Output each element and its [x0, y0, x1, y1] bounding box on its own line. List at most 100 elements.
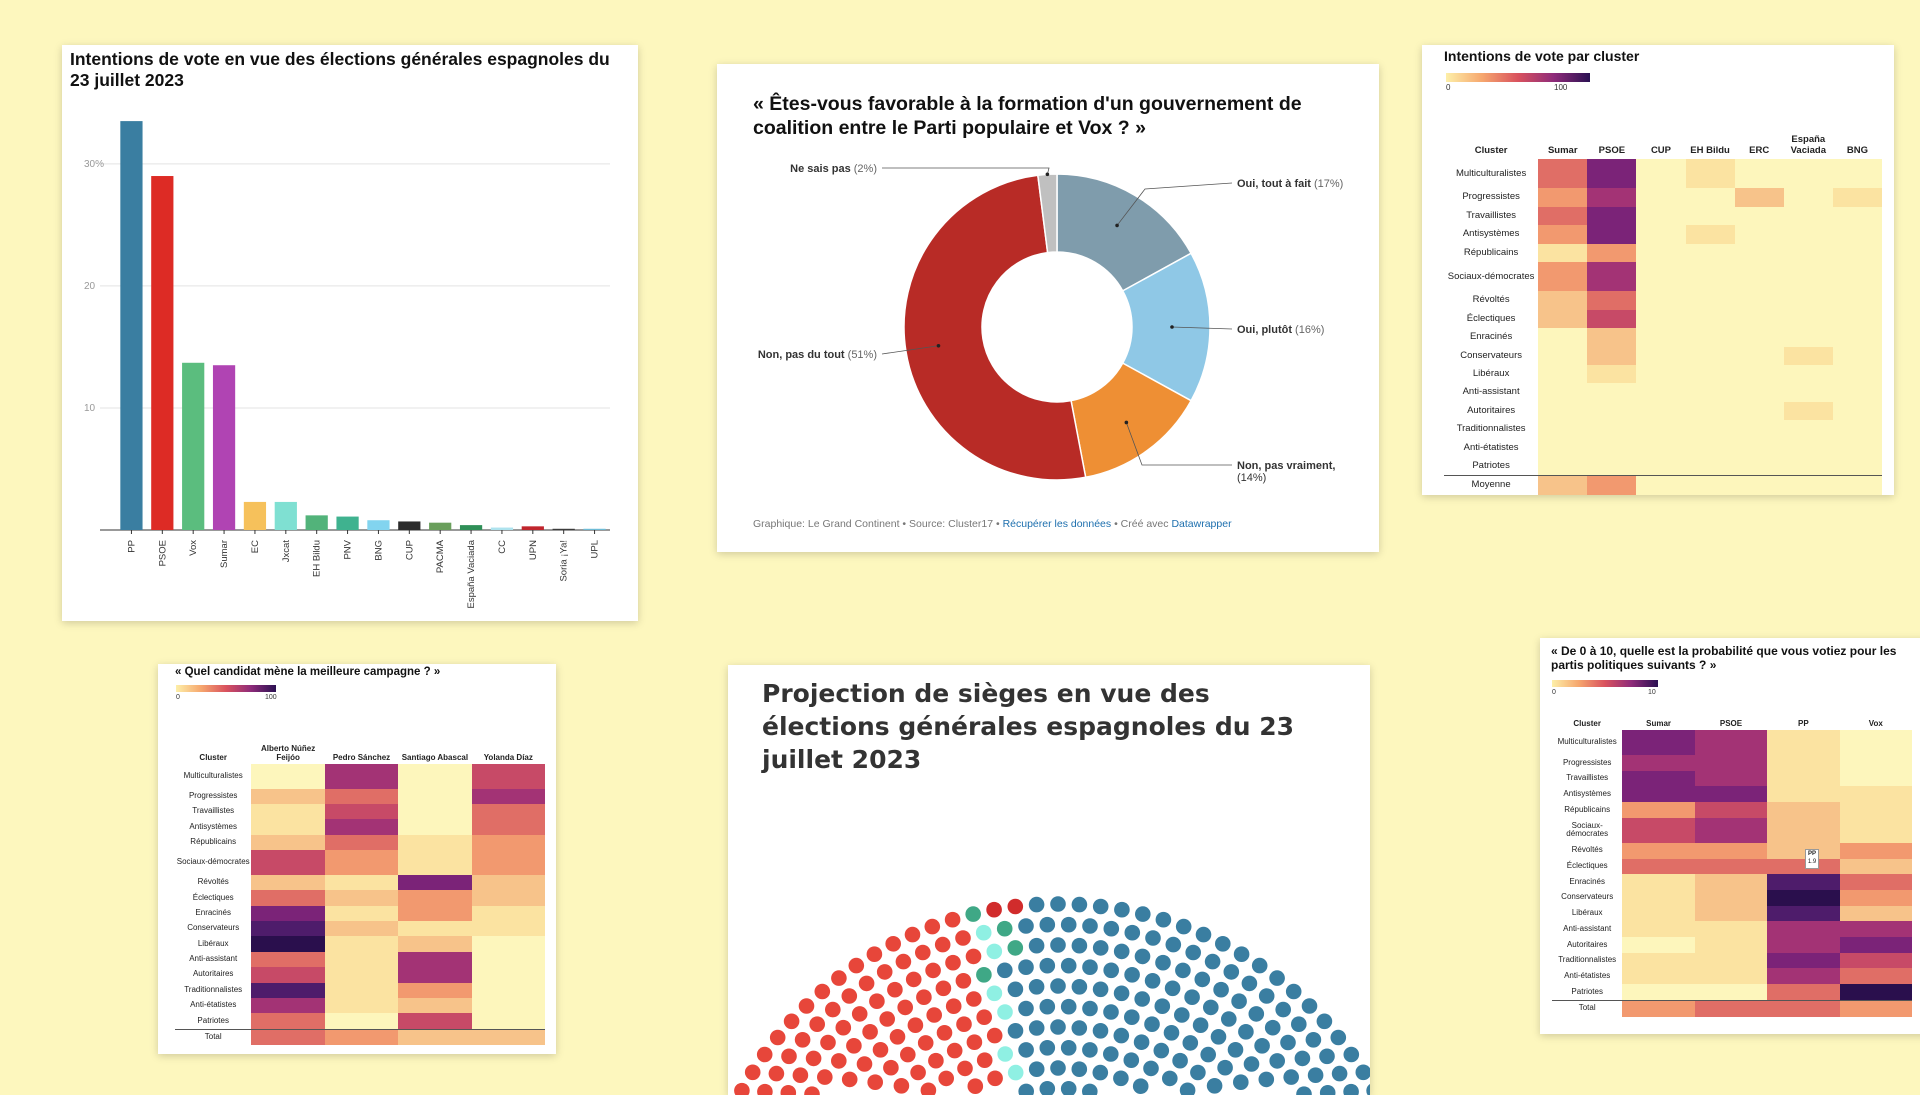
heatmap-cell: [325, 819, 398, 834]
heatmap-cell: [1538, 402, 1587, 420]
row-label: Anti-assistant: [1552, 921, 1622, 937]
row-label: Patriotes: [175, 1013, 251, 1029]
seat-dot: [926, 1007, 942, 1023]
heatmap-cell: [325, 1029, 398, 1045]
heatmap-cell: [472, 850, 545, 875]
candidate-legend-max: 100: [265, 694, 277, 701]
x-tick-label: UPL: [590, 540, 601, 558]
seat-dot: [1093, 1023, 1109, 1039]
seat-dot: [862, 1024, 878, 1040]
seat-dot: [925, 919, 941, 935]
seat-dot: [986, 902, 1002, 918]
row-label: Libéraux: [175, 936, 251, 951]
column-header: PP: [1767, 710, 1839, 730]
heatmap-cell: [251, 1013, 324, 1029]
slice-anchor-dot: [1170, 325, 1174, 329]
seat-dot: [1165, 981, 1181, 997]
seat-dot: [1133, 1078, 1149, 1094]
column-header: Vox: [1840, 710, 1912, 730]
heatmap-cell: [1587, 291, 1636, 309]
heatmap-cell: [1695, 843, 1767, 859]
seat-dot: [1166, 937, 1182, 953]
heatmap-cell: [1784, 159, 1833, 188]
seat-dot: [1093, 1065, 1109, 1081]
seat-dot: [1275, 1002, 1291, 1018]
seat-dot: [1176, 919, 1192, 935]
heatmap-cell: [1840, 921, 1912, 937]
table-row: Autoritaires: [175, 967, 545, 982]
row-label: Enracinés: [1444, 328, 1538, 346]
heatmap-cell: [1622, 771, 1694, 787]
row-label: Libéraux: [1444, 365, 1538, 383]
seat-dot: [1238, 1024, 1254, 1040]
x-tick-label: PSOE: [157, 540, 168, 566]
heatmap-cell: [398, 875, 471, 890]
bar: [182, 363, 204, 530]
row-label: Révoltés: [1552, 843, 1622, 859]
seat-dot: [1156, 912, 1172, 928]
seat-dot: [1162, 1071, 1178, 1087]
bar: [491, 528, 513, 530]
seat-dot: [1196, 927, 1212, 943]
seat-dot: [997, 1046, 1013, 1062]
heatmap-cell: [1833, 310, 1882, 328]
heatmap-cell: [1695, 786, 1767, 802]
heatmap-cell: [325, 936, 398, 951]
seat-dot: [1259, 988, 1275, 1004]
seat-dot: [1135, 949, 1151, 965]
seat-dot: [956, 1016, 972, 1032]
heatmap-cell: [1587, 365, 1636, 383]
heatmap-cell: [1686, 225, 1735, 243]
datawrapper-link[interactable]: Datawrapper: [1171, 518, 1231, 530]
heatmap-cell: [251, 764, 324, 789]
seat-dot: [1029, 938, 1045, 954]
seat-dot: [1242, 976, 1258, 992]
heatmap-cell: [1622, 874, 1694, 890]
footer-source: Graphique: Le Grand Continent • Source: …: [753, 518, 1003, 530]
bar: [306, 515, 328, 530]
heatmap-cell: [398, 764, 471, 789]
row-label: Moyenne: [1444, 476, 1538, 495]
seat-dot: [967, 1034, 983, 1050]
table-total-row: Moyenne: [1444, 476, 1882, 495]
seat-dot: [1061, 1081, 1077, 1095]
heatmap-cell: [251, 789, 324, 804]
seat-dot: [770, 1030, 786, 1046]
table-row: Antisystèmes: [175, 819, 545, 834]
seat-dot: [857, 1056, 873, 1072]
heatmap-cell: [1636, 188, 1685, 206]
heatmap-cell: [1538, 225, 1587, 243]
seat-dot: [1124, 967, 1140, 983]
seat-dot: [1061, 917, 1077, 933]
table-row: Traditionnalistes: [1552, 953, 1912, 969]
seat-dot: [1082, 918, 1098, 934]
heatmap-cell: [1695, 755, 1767, 771]
row-label: Éclectiques: [175, 890, 251, 905]
heatmap-cell: [251, 906, 324, 921]
table-row: Sociaux-démocrates: [175, 850, 545, 875]
seat-dot: [1050, 937, 1066, 953]
bar: [429, 523, 451, 530]
seat-dot: [1320, 1085, 1336, 1095]
heatmap-cell: [1735, 225, 1784, 243]
heatmap-cell: [472, 921, 545, 936]
seat-dot: [987, 1028, 1003, 1044]
heatmap-cell: [1735, 476, 1784, 495]
seat-dot: [1190, 1065, 1206, 1081]
download-data-link[interactable]: Récupérer les données: [1003, 518, 1112, 530]
table-row: Républicains: [175, 835, 545, 850]
seat-dot: [976, 1009, 992, 1025]
heatmap-cell: [1784, 439, 1833, 457]
seat-dot: [977, 1052, 993, 1068]
heatmap-cell: [1695, 771, 1767, 787]
table-row: Travaillistes: [1444, 207, 1882, 225]
heatmap-cell: [1784, 291, 1833, 309]
heatmap-cell: [472, 890, 545, 905]
seat-dot: [883, 1060, 899, 1076]
seat-dot: [936, 981, 952, 997]
heatmap-cell: [1735, 402, 1784, 420]
slice-label-name: Non, pas vraiment,: [1237, 460, 1335, 472]
heatmap-cell: [1833, 365, 1882, 383]
seat-dot: [1029, 979, 1045, 995]
